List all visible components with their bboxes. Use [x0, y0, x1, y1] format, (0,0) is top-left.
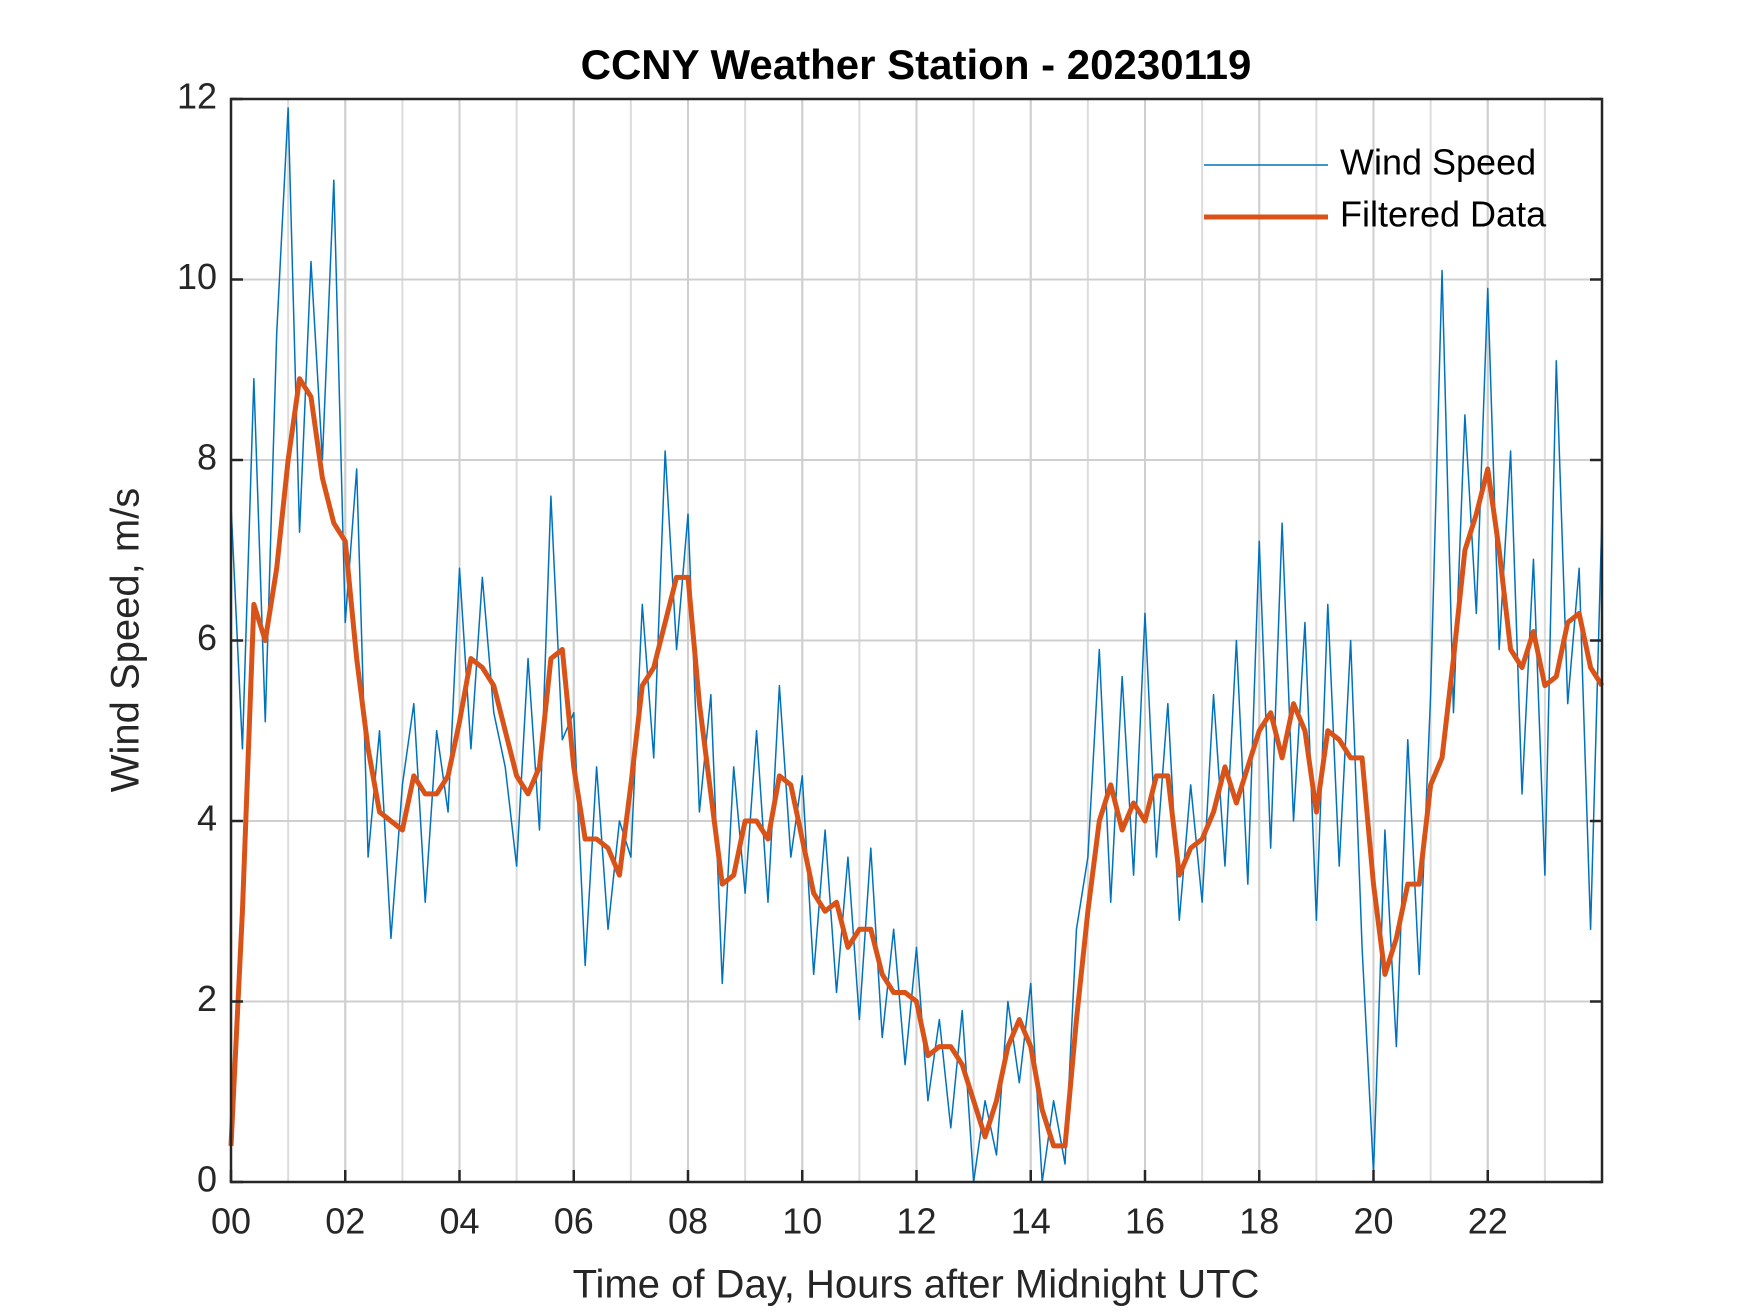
- x-tick-label: 00: [211, 1201, 251, 1242]
- y-axis-label: Wind Speed, m/s: [104, 488, 148, 793]
- legend-label: Filtered Data: [1340, 194, 1547, 235]
- legend-label: Wind Speed: [1340, 142, 1536, 183]
- chart-title: CCNY Weather Station - 20230119: [581, 41, 1252, 88]
- x-tick-label: 08: [668, 1201, 708, 1242]
- x-axis-label: Time of Day, Hours after Midnight UTC: [573, 1263, 1260, 1307]
- x-tick-label: 12: [896, 1201, 936, 1242]
- x-tick-label: 10: [782, 1201, 822, 1242]
- x-tick-label: 06: [554, 1201, 594, 1242]
- y-tick-label: 6: [197, 617, 217, 658]
- y-tick-label: 12: [177, 76, 217, 117]
- x-tick-label: 14: [1011, 1201, 1051, 1242]
- legend: Wind Speed Filtered Data: [1204, 142, 1547, 235]
- x-tick-label: 02: [325, 1201, 365, 1242]
- y-tick-label: 2: [197, 978, 217, 1019]
- y-tick-label: 10: [177, 256, 217, 297]
- x-tick-label: 04: [439, 1201, 479, 1242]
- series-line: [228, 376, 1605, 1149]
- x-tick-label: 22: [1468, 1201, 1508, 1242]
- x-tick-label: 18: [1239, 1201, 1279, 1242]
- y-tick-label: 8: [197, 437, 217, 478]
- y-tick-label: 0: [197, 1159, 217, 1200]
- x-tick-label: 20: [1353, 1201, 1393, 1242]
- y-tick-label: 4: [197, 798, 217, 839]
- x-tick-label: 16: [1125, 1201, 1165, 1242]
